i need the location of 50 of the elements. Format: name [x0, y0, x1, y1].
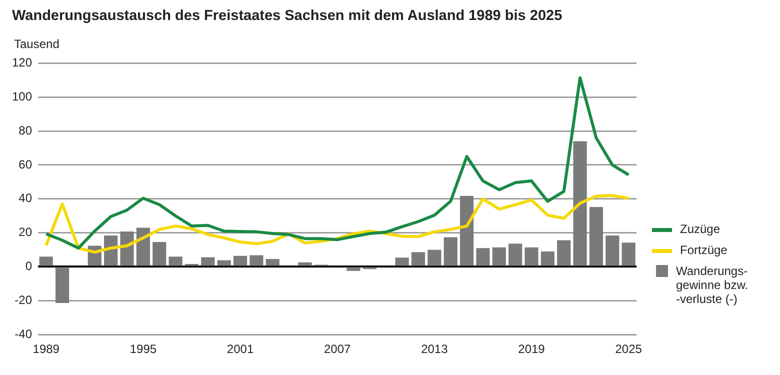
x-tick-label: 2007: [324, 342, 352, 356]
bar: [346, 268, 360, 271]
y-tick-label: 40: [18, 191, 32, 206]
bar: [428, 250, 442, 266]
bar: [217, 260, 231, 266]
bar: [573, 141, 587, 266]
bar: [589, 207, 604, 266]
bar: [120, 231, 134, 266]
legend-label: Zuzüge: [680, 222, 720, 236]
bar: [557, 240, 571, 266]
bar: [508, 244, 522, 266]
bar: [152, 242, 166, 266]
bar: [233, 256, 248, 266]
y-tick-label: 100: [12, 89, 32, 104]
bar: [136, 228, 150, 266]
bar: [411, 252, 426, 266]
bar: [444, 237, 458, 266]
bar: [250, 255, 264, 266]
x-tick-label: 2025: [615, 342, 642, 356]
x-tick-label: 2001: [226, 342, 254, 356]
x-tick-label: 1989: [32, 342, 60, 356]
y-tick-label: 60: [18, 157, 32, 172]
bar: [39, 256, 53, 266]
bar: [298, 262, 312, 266]
bar: [524, 247, 538, 266]
legend-label: Fortzüge: [680, 243, 728, 257]
y-tick-label: 80: [18, 123, 32, 138]
x-tick-label: 1995: [130, 342, 157, 356]
bar: [201, 257, 215, 266]
y-tick-label: 20: [18, 225, 32, 240]
x-tick-label: 2019: [518, 342, 546, 356]
bar: [104, 236, 118, 266]
legend-label: Wanderungs-gewinne bzw. -verluste (-): [676, 264, 750, 306]
bar: [460, 196, 474, 266]
bar: [492, 247, 506, 266]
bar: [168, 256, 182, 266]
bar: [606, 236, 620, 266]
bar: [55, 268, 70, 304]
bar: [476, 248, 490, 266]
y-tick-label: -40: [14, 326, 32, 341]
bar: [395, 258, 409, 266]
chart-title: Wanderungsaustausch des Freistaates Sachsen mit dem Ausland 1989 bis 2025: [12, 8, 562, 24]
y-tick-label: 0: [25, 259, 32, 274]
y-tick-label: 120: [12, 56, 32, 70]
x-tick-label: 2013: [421, 342, 448, 356]
y-tick-label: -20: [14, 292, 32, 307]
bar: [540, 251, 554, 266]
bar: [266, 258, 280, 266]
bar: [622, 242, 636, 266]
y-axis-title: Tausend: [14, 37, 60, 51]
